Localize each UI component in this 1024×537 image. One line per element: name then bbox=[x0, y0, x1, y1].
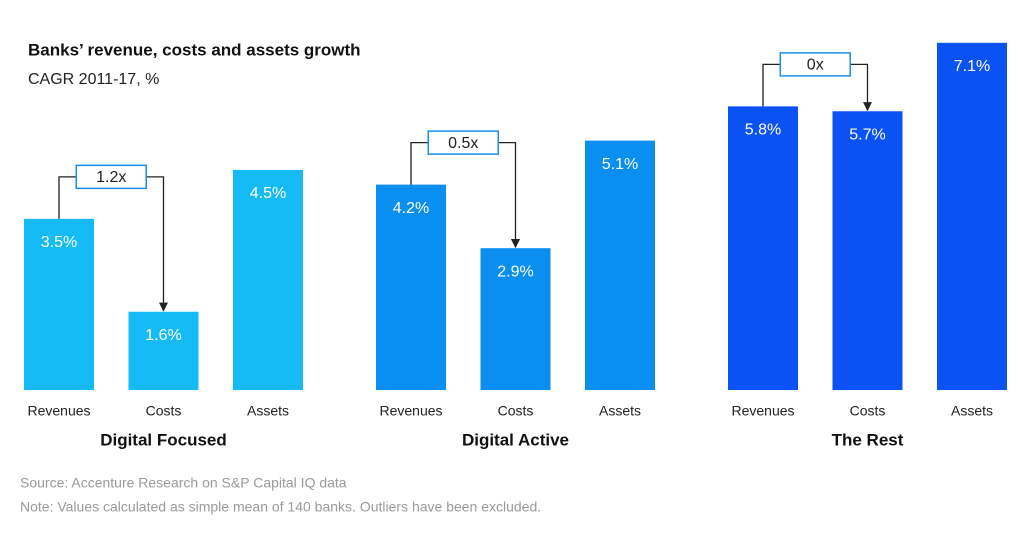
bar bbox=[728, 106, 798, 390]
value-label: 4.5% bbox=[250, 185, 286, 202]
panel-title: Digital Active bbox=[462, 430, 569, 449]
bar bbox=[585, 140, 655, 390]
value-label: 5.1% bbox=[602, 156, 638, 173]
annotation-box bbox=[75, 164, 147, 190]
annotation: 0x bbox=[807, 57, 824, 74]
x-tick-label: Costs bbox=[850, 403, 886, 419]
x-tick-label: Revenues bbox=[27, 403, 90, 419]
x-tick-label: Revenues bbox=[731, 403, 794, 419]
annotation-box bbox=[427, 130, 499, 155]
value-label: 7.1% bbox=[954, 58, 990, 75]
bar bbox=[233, 169, 303, 390]
x-tick-label: Costs bbox=[146, 403, 182, 419]
chart-title: Banks’ revenue, costs and assets growth bbox=[28, 40, 361, 59]
chart-subtitle: CAGR 2011-17, % bbox=[28, 71, 159, 88]
value-label: 3.5% bbox=[41, 234, 77, 251]
value-label: 4.2% bbox=[393, 200, 429, 217]
annotation: 1.2x bbox=[96, 169, 126, 186]
note: Note: Values calculated as simple mean o… bbox=[20, 499, 541, 515]
bar bbox=[376, 184, 446, 390]
value-label: 5.7% bbox=[849, 126, 885, 143]
x-tick-label: Assets bbox=[599, 403, 641, 419]
panel-title: Digital Focused bbox=[100, 430, 227, 449]
x-tick-label: Revenues bbox=[379, 403, 442, 419]
panel-title: The Rest bbox=[832, 430, 904, 449]
bar bbox=[832, 111, 903, 391]
bar bbox=[480, 248, 551, 390]
x-tick-label: Assets bbox=[247, 403, 289, 419]
bar bbox=[24, 218, 94, 390]
annotation: 0.5x bbox=[448, 135, 478, 152]
x-tick-label: Assets bbox=[951, 403, 993, 419]
value-label: 1.6% bbox=[145, 327, 181, 344]
annotation-box bbox=[779, 52, 851, 77]
value-label: 2.9% bbox=[497, 263, 533, 280]
bar bbox=[128, 311, 199, 390]
value-label: 5.8% bbox=[745, 122, 781, 139]
x-tick-label: Costs bbox=[498, 403, 534, 419]
source: Source: Accenture Research on S&P Capita… bbox=[20, 475, 347, 491]
bar bbox=[937, 42, 1007, 391]
